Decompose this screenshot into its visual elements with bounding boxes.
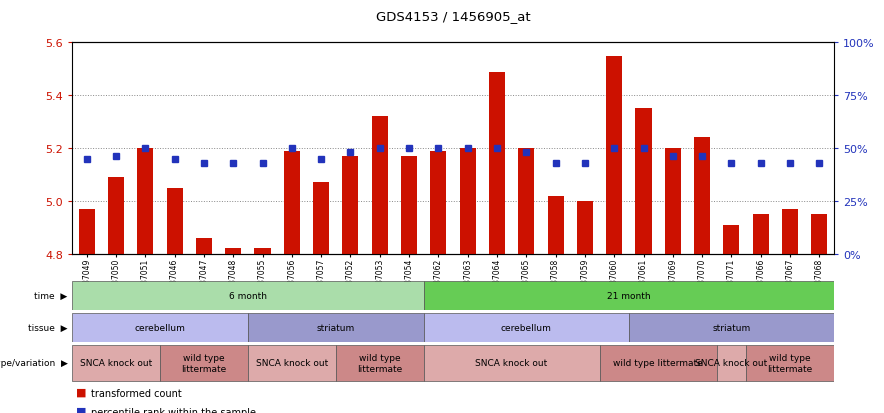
Bar (489, 72, 505, 254)
Text: striatum: striatum (316, 323, 354, 332)
Bar (313, 183, 329, 254)
Bar (160, 345, 248, 381)
Bar (431, 151, 446, 254)
Bar (423, 345, 599, 381)
Bar (72, 345, 160, 381)
Bar (577, 202, 593, 254)
Text: SNCA knock out: SNCA knock out (255, 358, 328, 368)
Bar (108, 178, 124, 254)
Text: wild type
littermate: wild type littermate (181, 354, 226, 373)
Text: wild type littermate: wild type littermate (613, 358, 703, 368)
Text: tissue  ▶: tissue ▶ (28, 323, 67, 332)
Bar (248, 345, 336, 381)
Text: 6 month: 6 month (229, 291, 267, 300)
Text: 21 month: 21 month (607, 291, 651, 300)
Text: time  ▶: time ▶ (34, 291, 67, 300)
Bar (137, 149, 153, 254)
Bar (72, 313, 248, 342)
Bar (401, 157, 417, 254)
Text: ■: ■ (76, 406, 87, 413)
Bar (636, 109, 652, 254)
Bar (460, 149, 476, 254)
Bar (196, 238, 212, 254)
Text: genotype/variation  ▶: genotype/variation ▶ (0, 358, 67, 368)
Text: percentile rank within the sample: percentile rank within the sample (90, 407, 255, 413)
Text: SNCA knock out: SNCA knock out (476, 358, 548, 368)
Bar (518, 149, 534, 254)
Bar (423, 313, 629, 342)
Bar (371, 117, 388, 254)
Bar (342, 157, 359, 254)
Text: wild type
littermate: wild type littermate (767, 354, 812, 373)
Bar (166, 188, 183, 254)
Bar (723, 225, 740, 254)
Text: striatum: striatum (713, 323, 751, 332)
Bar (717, 345, 746, 381)
Bar (665, 149, 681, 254)
Text: ■: ■ (76, 387, 87, 397)
Bar (284, 151, 300, 254)
Bar (694, 138, 710, 254)
Bar (746, 345, 834, 381)
Bar (812, 214, 827, 254)
Text: cerebellum: cerebellum (501, 323, 552, 332)
Bar (225, 249, 241, 254)
Bar (248, 313, 423, 342)
Bar (72, 281, 423, 310)
Bar (782, 209, 798, 254)
Bar (599, 345, 717, 381)
Bar (423, 281, 834, 310)
Bar (752, 214, 769, 254)
Bar (255, 249, 271, 254)
Bar (629, 313, 834, 342)
Text: SNCA knock out: SNCA knock out (80, 358, 152, 368)
Text: GDS4153 / 1456905_at: GDS4153 / 1456905_at (376, 10, 530, 23)
Bar (336, 345, 423, 381)
Bar (547, 196, 564, 254)
Text: SNCA knock out: SNCA knock out (696, 358, 767, 368)
Text: transformed count: transformed count (90, 388, 181, 398)
Bar (79, 209, 95, 254)
Text: cerebellum: cerebellum (134, 323, 186, 332)
Bar (606, 57, 622, 254)
Text: wild type
littermate: wild type littermate (357, 354, 402, 373)
